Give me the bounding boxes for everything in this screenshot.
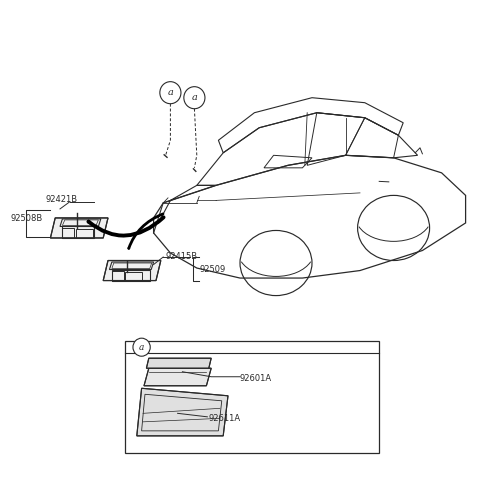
Polygon shape bbox=[144, 368, 211, 386]
Text: 92611A: 92611A bbox=[209, 414, 241, 423]
Polygon shape bbox=[125, 341, 379, 453]
Polygon shape bbox=[50, 218, 108, 238]
Polygon shape bbox=[146, 358, 211, 368]
Text: a: a bbox=[168, 88, 173, 97]
FancyArrowPatch shape bbox=[89, 217, 164, 235]
Text: 92509: 92509 bbox=[199, 265, 226, 274]
Text: a: a bbox=[192, 93, 197, 102]
FancyArrowPatch shape bbox=[129, 214, 163, 248]
Text: 92601A: 92601A bbox=[240, 374, 272, 383]
Text: 92415B: 92415B bbox=[166, 252, 198, 261]
Text: a: a bbox=[139, 343, 144, 352]
Polygon shape bbox=[137, 388, 228, 436]
Circle shape bbox=[133, 338, 150, 356]
Polygon shape bbox=[103, 261, 161, 281]
Circle shape bbox=[160, 82, 181, 104]
Circle shape bbox=[184, 87, 205, 109]
Text: 92421B: 92421B bbox=[46, 195, 78, 204]
Text: 92508B: 92508B bbox=[11, 214, 43, 223]
